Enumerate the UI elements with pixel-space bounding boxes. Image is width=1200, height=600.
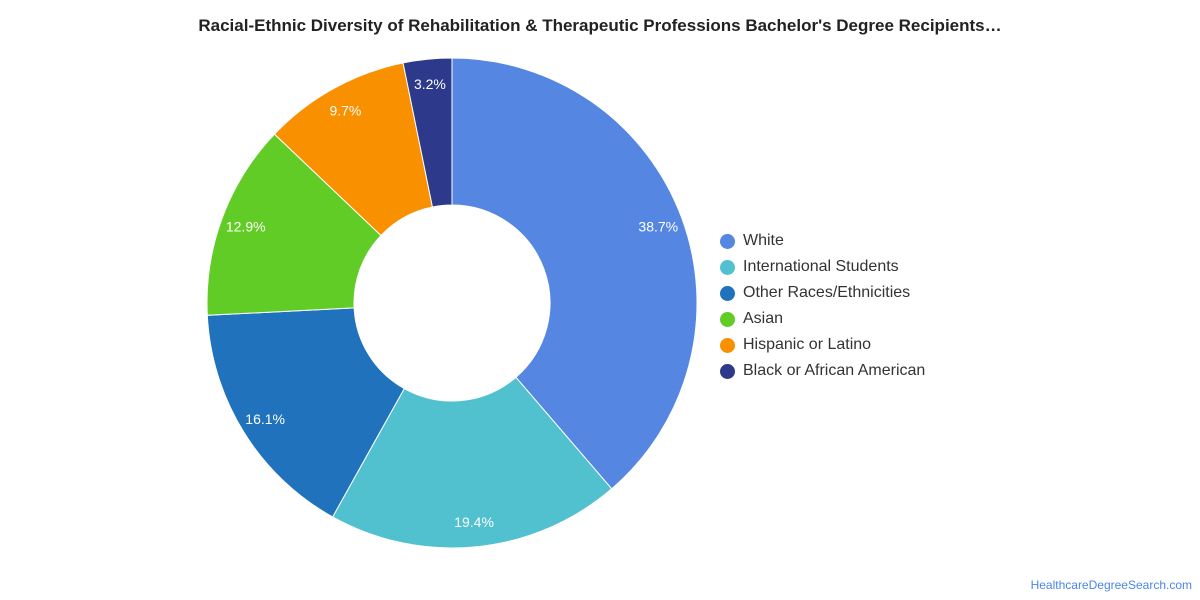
legend-swatch-1 — [720, 259, 735, 275]
slice-label-5: 3.2% — [414, 76, 446, 92]
chart-title: Racial-Ethnic Diversity of Rehabilitatio… — [198, 16, 1002, 35]
legend-item-2[interactable]: Other Races/Ethnicities — [720, 280, 925, 306]
legend-item-1[interactable]: International Students — [720, 254, 925, 280]
legend-label-0: White — [743, 232, 784, 249]
slice-label-0: 38.7% — [638, 219, 678, 235]
slice-label-4: 9.7% — [329, 103, 361, 119]
slice-label-3: 12.9% — [226, 219, 266, 235]
slice-2[interactable] — [206, 307, 405, 518]
slice-0[interactable] — [451, 57, 698, 490]
legend-label-4: Hispanic or Latino — [743, 336, 872, 353]
legend-label-2: Other Races/Ethnicities — [743, 284, 911, 301]
legend: White International Students Other Races/E… — [720, 228, 925, 384]
legend-swatch-0 — [720, 233, 735, 249]
legend-label-5: Black or African American — [743, 362, 926, 379]
legend-swatch-5 — [720, 363, 735, 379]
legend-swatch-3 — [720, 311, 735, 327]
slice-label-1: 19.4% — [454, 514, 494, 530]
slice-5[interactable] — [402, 57, 453, 208]
legend-swatch-2 — [720, 285, 735, 301]
legend-item-0[interactable]: White — [720, 228, 925, 254]
legend-label-3: Asian — [743, 310, 784, 327]
slice-3[interactable] — [206, 133, 382, 316]
slice-label-2: 16.1% — [245, 411, 285, 427]
legend-swatch-4 — [720, 337, 735, 353]
legend-item-3[interactable]: Asian — [720, 306, 925, 332]
legend-item-4[interactable]: Hispanic or Latino — [720, 332, 925, 358]
source-credit[interactable]: HealthcareDegreeSearch.com — [1030, 578, 1192, 592]
legend-item-5[interactable]: Black or African American — [720, 358, 925, 384]
slice-1[interactable] — [331, 376, 613, 549]
legend-label-1: International Students — [743, 258, 899, 275]
